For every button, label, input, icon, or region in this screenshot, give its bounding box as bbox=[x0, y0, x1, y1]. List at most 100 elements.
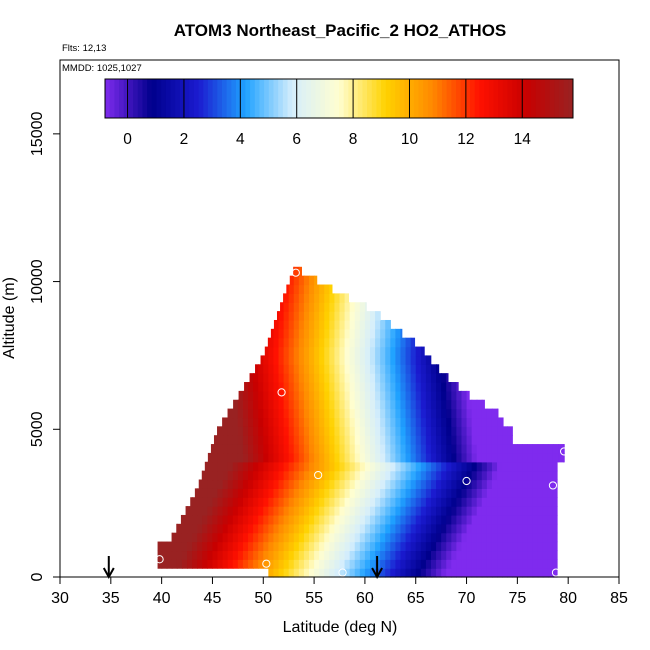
heat-cell bbox=[288, 382, 295, 392]
heat-cell bbox=[547, 523, 554, 534]
heat-cell bbox=[369, 497, 376, 507]
heat-cell bbox=[309, 479, 315, 489]
heat-cell bbox=[339, 337, 346, 348]
heat-cell bbox=[441, 532, 447, 543]
heat-cell bbox=[532, 461, 539, 472]
heat-cell bbox=[268, 523, 275, 534]
heat-cell bbox=[278, 408, 285, 419]
heat-cell bbox=[258, 532, 264, 543]
colorbar-segment bbox=[554, 79, 560, 118]
heat-cell bbox=[344, 452, 351, 463]
heat-cell bbox=[451, 479, 457, 489]
heat-cell bbox=[364, 382, 371, 392]
heat-cell bbox=[364, 532, 371, 543]
heat-cell bbox=[314, 550, 320, 560]
observation-marker bbox=[277, 388, 286, 397]
heat-cell bbox=[369, 390, 376, 401]
heat-cell bbox=[359, 479, 366, 489]
heat-cell bbox=[369, 346, 376, 357]
heat-cell bbox=[293, 275, 300, 286]
heat-cell bbox=[507, 506, 513, 516]
heat-cell bbox=[339, 346, 346, 357]
heat-cell bbox=[278, 470, 285, 481]
heat-cell bbox=[380, 444, 386, 454]
heat-cell bbox=[497, 417, 503, 427]
heat-cell bbox=[390, 417, 396, 427]
heat-cell bbox=[507, 479, 513, 489]
heat-cell bbox=[298, 364, 305, 374]
heat-cell bbox=[298, 408, 305, 419]
heat-cell bbox=[441, 514, 447, 525]
heat-cell bbox=[268, 532, 275, 543]
heat-cell bbox=[375, 373, 381, 383]
heat-cell bbox=[512, 444, 518, 454]
heat-cell bbox=[410, 399, 417, 410]
heat-cell bbox=[385, 550, 391, 560]
heat-cell bbox=[369, 311, 376, 321]
heat-cell bbox=[314, 284, 320, 294]
heat-cell bbox=[364, 514, 371, 525]
heat-cell bbox=[303, 284, 310, 294]
colorbar-segment bbox=[278, 79, 284, 118]
colorbar-segment bbox=[123, 79, 129, 118]
heat-cell bbox=[273, 479, 280, 489]
heat-cell bbox=[324, 514, 330, 525]
heat-cell bbox=[364, 426, 371, 436]
heat-cell bbox=[253, 541, 259, 552]
heat-cell bbox=[491, 470, 498, 481]
heat-cell bbox=[319, 355, 325, 365]
heat-cell bbox=[324, 426, 330, 436]
heat-cell bbox=[309, 275, 315, 286]
heat-cell bbox=[385, 559, 391, 569]
x-tick-label: 85 bbox=[610, 590, 628, 607]
heat-cell bbox=[410, 382, 417, 392]
heat-cell bbox=[354, 382, 361, 392]
heat-cell bbox=[263, 532, 269, 543]
heat-cell bbox=[517, 506, 524, 516]
colorbar-segment bbox=[198, 79, 204, 118]
heat-cell bbox=[263, 373, 269, 383]
heat-cell bbox=[441, 559, 447, 569]
heat-cell bbox=[268, 390, 275, 401]
heat-cell bbox=[436, 426, 442, 436]
heat-cell bbox=[405, 337, 412, 348]
heat-cell bbox=[400, 461, 407, 472]
heat-cell bbox=[339, 311, 346, 321]
heat-cell bbox=[420, 550, 427, 560]
heat-cell bbox=[232, 488, 239, 498]
heat-cell bbox=[364, 390, 371, 401]
heat-cell bbox=[192, 559, 198, 569]
heat-cell bbox=[415, 364, 422, 374]
heat-cell bbox=[288, 435, 295, 445]
y-tick-label: 0 bbox=[29, 572, 46, 581]
heat-cell bbox=[334, 319, 341, 330]
heat-cell bbox=[364, 523, 371, 534]
heat-cell bbox=[349, 399, 356, 410]
heat-cell bbox=[339, 373, 346, 383]
heat-cell bbox=[242, 461, 249, 472]
heat-cell bbox=[319, 452, 325, 463]
heat-cell bbox=[415, 559, 422, 569]
heat-cell bbox=[375, 390, 381, 401]
heat-cell bbox=[202, 470, 208, 481]
heat-cell bbox=[502, 568, 508, 578]
heat-cell bbox=[517, 559, 524, 569]
heat-cell bbox=[430, 514, 437, 525]
heat-cell bbox=[410, 568, 417, 578]
x-tick-label: 45 bbox=[204, 590, 222, 607]
heat-cell bbox=[486, 470, 493, 481]
colorbar-segment bbox=[292, 79, 298, 118]
heat-cell bbox=[263, 497, 269, 507]
heat-cell bbox=[375, 364, 381, 374]
heat-cell bbox=[420, 497, 427, 507]
heat-cell bbox=[344, 532, 351, 543]
heat-cell bbox=[369, 337, 376, 348]
heat-cell bbox=[415, 497, 422, 507]
heat-cell bbox=[202, 506, 208, 516]
heat-cell bbox=[314, 346, 320, 357]
heat-cell bbox=[298, 488, 305, 498]
colorbar-segment bbox=[193, 79, 200, 118]
heat-cell bbox=[481, 559, 488, 569]
heat-cell bbox=[248, 426, 254, 436]
